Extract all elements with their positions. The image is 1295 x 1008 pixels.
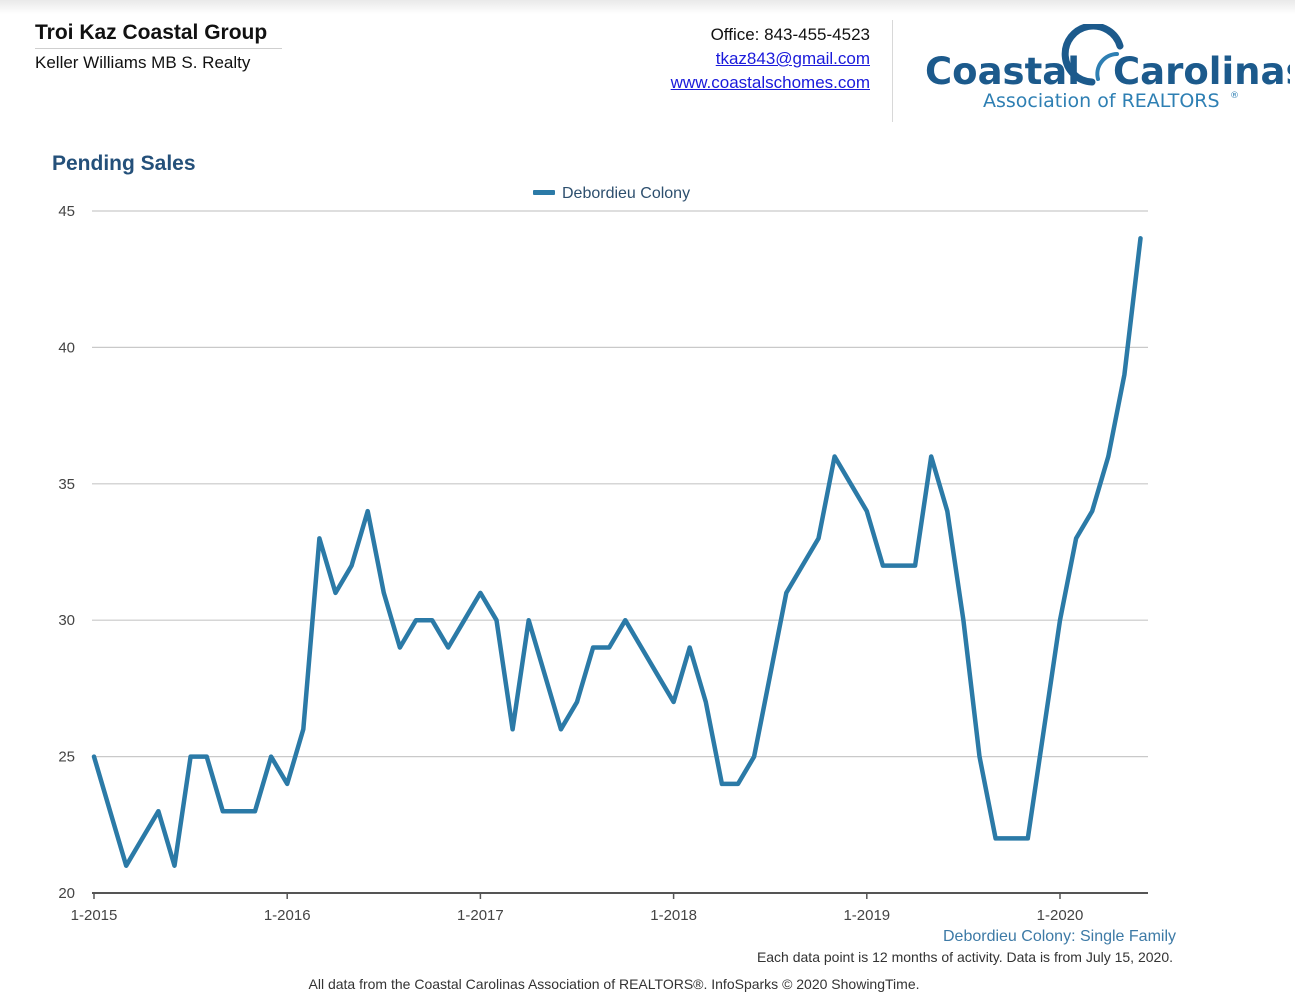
website-link[interactable]: www.coastalschomes.com xyxy=(670,73,870,92)
header-vertical-divider xyxy=(892,20,893,122)
logo-registered-mark: ® xyxy=(1230,91,1239,101)
contact-block: Office: 843-455-4523 tkaz843@gmail.com w… xyxy=(671,23,870,95)
x-tick-label: 1-2017 xyxy=(457,907,504,924)
grid-layer xyxy=(92,210,1148,758)
series-line xyxy=(91,236,1143,868)
y-tick-label: 40 xyxy=(58,339,75,356)
x-tick-label: 1-2016 xyxy=(264,907,311,924)
x-tick-label: 1-2020 xyxy=(1037,907,1084,924)
legend: Debordieu Colony xyxy=(533,185,690,202)
top-shade xyxy=(0,0,1295,14)
series-layer xyxy=(91,236,1143,868)
footnote: Each data point is 12 months of activity… xyxy=(756,949,1173,965)
wave-arc-inner-icon xyxy=(1095,52,1119,81)
chart-title: Pending Sales xyxy=(52,152,196,175)
x-tick-label: 1-2015 xyxy=(71,907,118,924)
y-axis-tick-labels: 20 25 30 35 40 45 xyxy=(58,203,75,902)
logo-word-coastal: Coastal xyxy=(925,50,1080,93)
legend-swatch xyxy=(533,190,555,195)
email-link[interactable]: tkaz843@gmail.com xyxy=(715,49,870,68)
chart-subtitle: Debordieu Colony: Single Family xyxy=(943,928,1176,945)
y-tick-label: 35 xyxy=(58,476,75,493)
y-tick-label: 25 xyxy=(58,749,75,766)
x-axis: 1-2015 1-2016 1-2017 1-2018 1-2019 1-2020 xyxy=(71,892,1148,924)
y-tick-label: 45 xyxy=(58,203,75,220)
y-tick-label: 30 xyxy=(58,612,75,629)
y-tick-label: 20 xyxy=(58,885,75,902)
header-divider xyxy=(35,48,282,49)
association-logo: Coastal Carolinas Association of REALTOR… xyxy=(925,24,1290,112)
office-phone: Office: 843-455-4523 xyxy=(710,25,870,44)
x-tick-label: 1-2019 xyxy=(843,907,890,924)
agent-name: Troi Kaz Coastal Group xyxy=(35,21,268,44)
brokerage-name: Keller Williams MB S. Realty xyxy=(35,53,251,72)
logo-subtitle: Association of REALTORS xyxy=(983,90,1220,112)
legend-label: Debordieu Colony xyxy=(562,185,690,202)
logo-word-carolinas: Carolinas xyxy=(1113,50,1290,93)
x-tick-label: 1-2018 xyxy=(650,907,697,924)
data-source: All data from the Coastal Carolinas Asso… xyxy=(308,976,920,992)
wave-arc-icon xyxy=(1061,24,1124,86)
